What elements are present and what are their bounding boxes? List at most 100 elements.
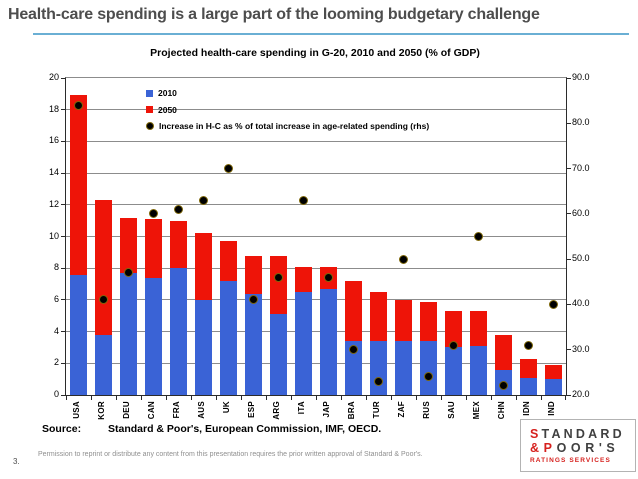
rhs-dot — [349, 345, 358, 355]
right-axis-tick — [567, 258, 571, 260]
legend-marker-dot-icon — [146, 122, 154, 130]
title-underline — [33, 33, 629, 35]
bar-2050-segment — [145, 219, 162, 278]
legend-label-increase: Increase in H-C as % of total increase i… — [159, 121, 430, 131]
bar-2050-segment — [220, 241, 237, 281]
bar-2010-segment — [245, 293, 262, 395]
logo-ratings-services: RATINGS SERVICES — [530, 457, 611, 464]
x-axis-label: UK — [222, 401, 231, 414]
rhs-dot — [524, 340, 533, 350]
right-axis-label: 80.0 — [572, 117, 590, 128]
bar-2010-segment — [520, 377, 537, 395]
x-axis-label: MEX — [472, 401, 481, 420]
gridline — [66, 331, 566, 333]
right-axis-tick — [567, 349, 571, 351]
slide-title: Health-care spending is a large part of … — [8, 6, 540, 23]
left-axis-label: 2 — [53, 357, 59, 368]
x-axis-tick — [91, 396, 92, 400]
bar-2010-segment — [320, 288, 337, 395]
bar-2050-segment — [295, 266, 312, 292]
gridline — [66, 299, 566, 301]
logo-line1: STANDARD — [530, 427, 635, 441]
bar-2050-segment — [170, 220, 187, 269]
source-text: Standard & Poor's, European Commission, … — [108, 423, 382, 435]
x-axis-label: JAP — [322, 401, 331, 418]
page-number: 3. — [13, 457, 20, 466]
right-axis-label: 20.0 — [572, 389, 590, 399]
rhs-dot — [174, 204, 183, 214]
bar-2010-segment — [70, 274, 87, 395]
bar-2010-segment — [295, 291, 312, 395]
x-axis-tick — [541, 396, 542, 400]
legend-marker-2050-square — [146, 106, 153, 113]
left-axis-label: 0 — [53, 389, 59, 399]
chart-legend: 2010 2050 Increase in H-C as % of total … — [146, 88, 429, 138]
bar-2010-segment — [95, 334, 112, 395]
x-axis-tick — [141, 396, 142, 400]
left-axis-label: 18 — [48, 103, 59, 114]
x-axis-tick — [216, 396, 217, 400]
right-axis-label: 50.0 — [572, 253, 590, 264]
bar-2050-segment — [95, 200, 112, 335]
x-axis-tick — [491, 396, 492, 400]
x-axis-label: ITA — [297, 401, 306, 415]
bar-2050-segment — [345, 280, 362, 342]
left-axis-label: 8 — [53, 262, 59, 273]
left-axis-tick — [61, 77, 65, 79]
x-axis-tick — [291, 396, 292, 400]
rhs-dot — [424, 372, 433, 382]
source-label: Source: — [42, 423, 82, 435]
left-axis-tick — [61, 394, 65, 396]
x-axis-label: CHN — [497, 401, 506, 420]
bar-2050-segment — [120, 217, 137, 273]
bar-2050-segment — [370, 292, 387, 342]
bar-2010-segment — [395, 341, 412, 395]
right-axis-tick — [567, 394, 571, 396]
left-axis-tick — [61, 204, 65, 206]
x-axis-tick — [516, 396, 517, 400]
right-axis-label: 40.0 — [572, 298, 590, 309]
bar-2050-segment — [545, 364, 562, 380]
left-axis-label: 20 — [48, 72, 59, 82]
bar-2050-segment — [395, 299, 412, 342]
right-axis-label: 70.0 — [572, 162, 590, 173]
right-axis-tick — [567, 168, 571, 170]
rhs-dot — [324, 272, 333, 282]
bar-2050-segment — [195, 233, 212, 300]
legend-item-increase: Increase in H-C as % of total increase i… — [146, 121, 429, 131]
rhs-dot — [399, 254, 408, 264]
legend-item-2050: 2050 — [146, 105, 429, 115]
bar-2010-segment — [445, 347, 462, 395]
left-axis-tick — [61, 299, 65, 301]
left-axis-label: 14 — [48, 167, 59, 178]
left-axis-label: 10 — [48, 230, 59, 241]
gridline — [66, 140, 566, 142]
right-axis-tick — [567, 122, 571, 124]
x-axis-tick — [191, 396, 192, 400]
x-axis-tick — [391, 396, 392, 400]
right-axis-label: 90.0 — [572, 72, 590, 82]
rhs-dot — [99, 295, 108, 305]
x-axis-label: ZAF — [397, 401, 406, 418]
right-axis-label: 60.0 — [572, 207, 590, 218]
legend-marker-2010-square — [146, 89, 153, 97]
x-axis-label: KOR — [97, 401, 106, 420]
rhs-dot — [124, 268, 133, 278]
fine-print: Permission to reprint or distribute any … — [38, 451, 423, 458]
logo-line2-dark: OOR'S — [556, 441, 620, 455]
bar-2050-segment — [495, 334, 512, 370]
bar-2010-segment — [420, 341, 437, 395]
left-axis-label: 4 — [53, 325, 59, 336]
x-axis-label: BRA — [347, 401, 356, 420]
bar-2010-segment — [270, 314, 287, 395]
bar-2010-segment — [470, 345, 487, 395]
x-axis-label: TUR — [372, 401, 381, 419]
rhs-dot — [224, 164, 233, 174]
rhs-dot — [299, 195, 308, 205]
chart-title: Projected health-care spending in G-20, … — [150, 47, 480, 59]
x-axis-label: DEU — [122, 401, 131, 419]
legend-label-2050: 2050 — [158, 104, 177, 115]
gridline — [66, 267, 566, 269]
rhs-dot — [549, 299, 558, 309]
rhs-dot — [449, 340, 458, 350]
